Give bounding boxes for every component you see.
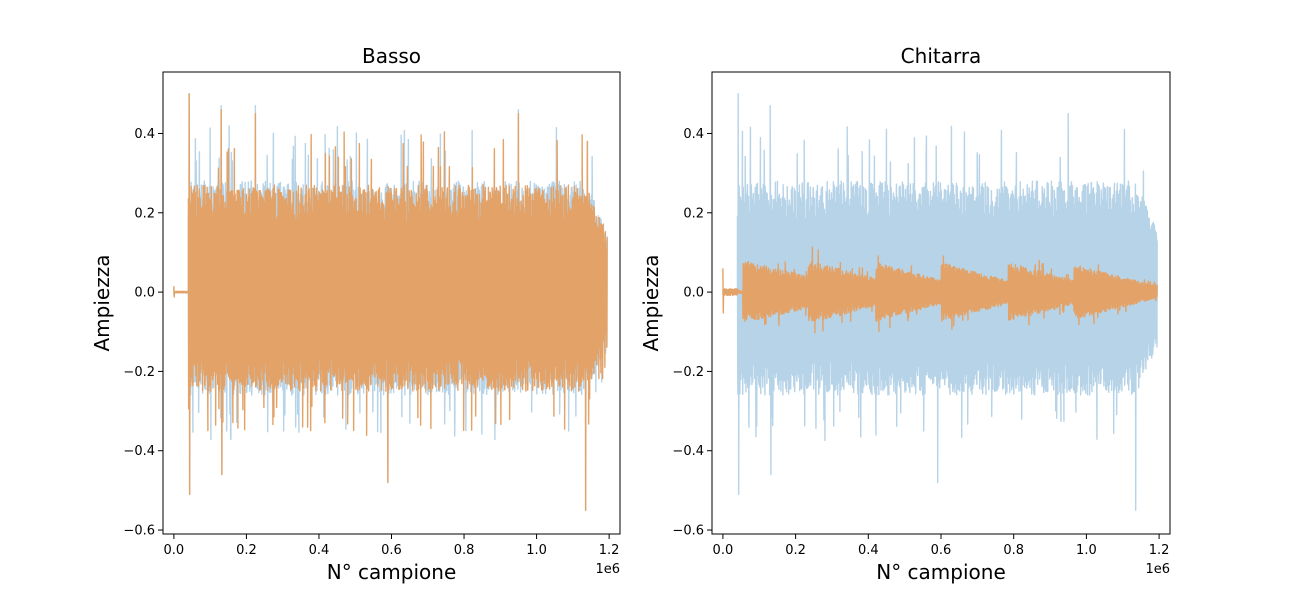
x-tick-label: 0.2 bbox=[785, 543, 806, 558]
plot-area bbox=[722, 93, 1158, 511]
x-offset-label: 1e6 bbox=[595, 562, 620, 577]
y-tick-label: −0.4 bbox=[672, 444, 704, 459]
y-tick-label: −0.4 bbox=[123, 444, 155, 459]
x-tick-label: 0.0 bbox=[164, 543, 185, 558]
x-tick-label: 1.2 bbox=[1149, 543, 1170, 558]
x-tick-label: 1.2 bbox=[599, 543, 620, 558]
y-axis-label: Ampiezza bbox=[90, 255, 114, 352]
series-line-1 bbox=[722, 246, 1158, 334]
y-tick-label: 0.2 bbox=[683, 206, 704, 221]
x-tick-label: 0.4 bbox=[858, 543, 879, 558]
chart-title: Basso bbox=[362, 44, 421, 68]
x-tick-label: 0.6 bbox=[931, 543, 952, 558]
y-tick-label: 0.4 bbox=[134, 127, 155, 142]
y-tick-label: 0.0 bbox=[134, 286, 155, 301]
x-tick-label: 0.2 bbox=[236, 543, 257, 558]
x-axis-label: N° campione bbox=[327, 560, 457, 584]
y-tick-label: −0.6 bbox=[672, 524, 704, 539]
x-tick-label: 0.6 bbox=[381, 543, 402, 558]
x-tick-label: 1.0 bbox=[526, 543, 547, 558]
x-tick-label: 0.0 bbox=[713, 543, 734, 558]
x-tick-label: 0.8 bbox=[1003, 543, 1024, 558]
chart-panel-1: 0.0 0.2 0.4 0.6 0.8 1.0 1.2 −0.6 −0.4 −0.2 0.0 0.2 0… bbox=[639, 44, 1171, 584]
x-tick-label: 1.0 bbox=[1076, 543, 1097, 558]
y-tick-label: 0.4 bbox=[683, 127, 704, 142]
chart-title: Chitarra bbox=[901, 44, 982, 68]
x-tick-label: 0.8 bbox=[454, 543, 475, 558]
x-offset-label: 1e6 bbox=[1145, 562, 1170, 577]
x-tick-label: 0.4 bbox=[309, 543, 330, 558]
y-tick-label: 0.0 bbox=[683, 286, 704, 301]
y-tick-label: −0.2 bbox=[672, 365, 704, 380]
plot-area bbox=[173, 93, 608, 511]
series-line-1 bbox=[173, 93, 608, 511]
y-axis-label: Ampiezza bbox=[639, 255, 663, 352]
y-tick-label: −0.6 bbox=[123, 524, 155, 539]
y-tick-label: −0.2 bbox=[123, 365, 155, 380]
chart-panel-0: 0.0 0.2 0.4 0.6 0.8 1.0 1.2 −0.6 −0.4 −0.2 0.0 0.2 0… bbox=[90, 44, 621, 584]
y-tick-label: 0.2 bbox=[134, 206, 155, 221]
x-axis-label: N° campione bbox=[876, 560, 1006, 584]
